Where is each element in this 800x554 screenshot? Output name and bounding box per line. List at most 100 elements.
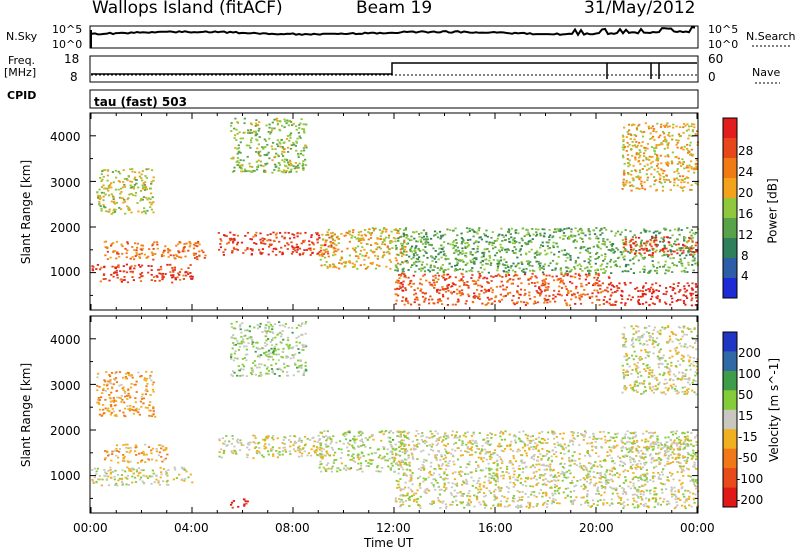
echo-cell [608, 302, 611, 305]
echo-cell [453, 239, 456, 242]
echo-cell [462, 481, 465, 483]
echo-cell [419, 475, 422, 478]
echo-cell [693, 168, 696, 171]
echo-cell [276, 333, 279, 336]
echo-cell [241, 137, 245, 140]
echo-cell [552, 246, 555, 249]
echo-cell [552, 297, 555, 300]
echo-cell [440, 267, 443, 270]
echo-cell [473, 257, 476, 260]
echo-cell [679, 247, 682, 250]
echo-cell [511, 269, 514, 272]
echo-cell [292, 374, 295, 377]
echo-cell [396, 232, 399, 234]
echo-cell [116, 274, 119, 276]
echo-cell [604, 481, 607, 484]
echo-cell [129, 257, 132, 260]
echo-cell [490, 287, 493, 290]
echo-cell [145, 377, 148, 380]
echo-cell [246, 231, 250, 234]
echo-cell [695, 250, 698, 253]
echo-cell [286, 356, 289, 359]
echo-cell [620, 301, 623, 304]
echo-cell [151, 469, 154, 472]
echo-cell [289, 159, 292, 162]
echo-cell [290, 164, 294, 167]
echo-cell [683, 287, 686, 290]
echo-cell [256, 147, 259, 150]
echo-cell [529, 239, 532, 242]
echo-cell [100, 396, 103, 399]
echo-cell [603, 296, 606, 298]
echo-cell [251, 248, 254, 251]
echo-cell [241, 163, 244, 166]
echo-cell [327, 467, 330, 470]
echo-cell [639, 303, 642, 306]
echo-cell [256, 327, 260, 330]
echo-cell [404, 289, 408, 291]
echo-cell [463, 282, 466, 284]
echo-cell [403, 229, 406, 232]
echo-cell [590, 266, 593, 268]
echo-cell [103, 187, 106, 190]
echo-cell [492, 259, 495, 261]
echo-cell [442, 269, 445, 272]
echo-cell [453, 478, 456, 481]
echo-cell [101, 392, 104, 394]
echo-cell [352, 457, 355, 459]
echo-cell [120, 280, 123, 283]
echo-cell [622, 136, 625, 138]
echo-cell [473, 231, 476, 233]
echo-cell [501, 234, 504, 236]
echo-cell [500, 487, 503, 489]
echo-cell [297, 324, 300, 327]
echo-cell [506, 293, 509, 296]
echo-cell [648, 270, 651, 273]
echo-cell [532, 506, 535, 508]
echo-cell [586, 494, 589, 497]
echo-cell [102, 195, 105, 198]
echo-cell [681, 179, 684, 181]
echo-cell [544, 289, 547, 291]
echo-cell [504, 295, 507, 297]
echo-cell [235, 248, 238, 251]
echo-cell [294, 162, 297, 164]
echo-cell [251, 369, 254, 372]
echo-cell [413, 492, 416, 495]
echo-cell [545, 241, 548, 244]
echo-cell [661, 169, 664, 172]
echo-cell [314, 451, 317, 454]
echo-cell [626, 131, 629, 133]
echo-cell [683, 178, 687, 180]
echo-cell [673, 184, 676, 187]
echo-cell [108, 410, 111, 413]
echo-cell [497, 264, 500, 266]
echo-cell [418, 268, 421, 271]
echo-cell [623, 282, 626, 284]
echo-cell [589, 478, 592, 481]
echo-cell [349, 261, 352, 264]
echo-cell [302, 372, 305, 375]
echo-cell [643, 268, 646, 271]
echo-cell [251, 368, 254, 371]
echo-cell [300, 367, 303, 369]
echo-cell [402, 245, 405, 248]
echo-cell [158, 268, 161, 271]
echo-cell [361, 432, 364, 435]
echo-cell [396, 435, 399, 437]
echo-cell [96, 467, 99, 470]
echo-cell [135, 251, 138, 254]
echo-cell [410, 495, 413, 497]
echo-cell [661, 254, 664, 257]
echo-cell [425, 238, 428, 241]
echo-cell [476, 232, 479, 235]
echo-cell [160, 473, 163, 476]
echo-cell [178, 271, 182, 273]
echo-cell [114, 267, 117, 269]
echo-cell [668, 502, 671, 505]
echo-cell [692, 247, 695, 249]
echo-cell [124, 470, 127, 473]
echo-cell [244, 168, 247, 171]
echo-cell [667, 479, 670, 482]
echo-cell [265, 354, 268, 357]
